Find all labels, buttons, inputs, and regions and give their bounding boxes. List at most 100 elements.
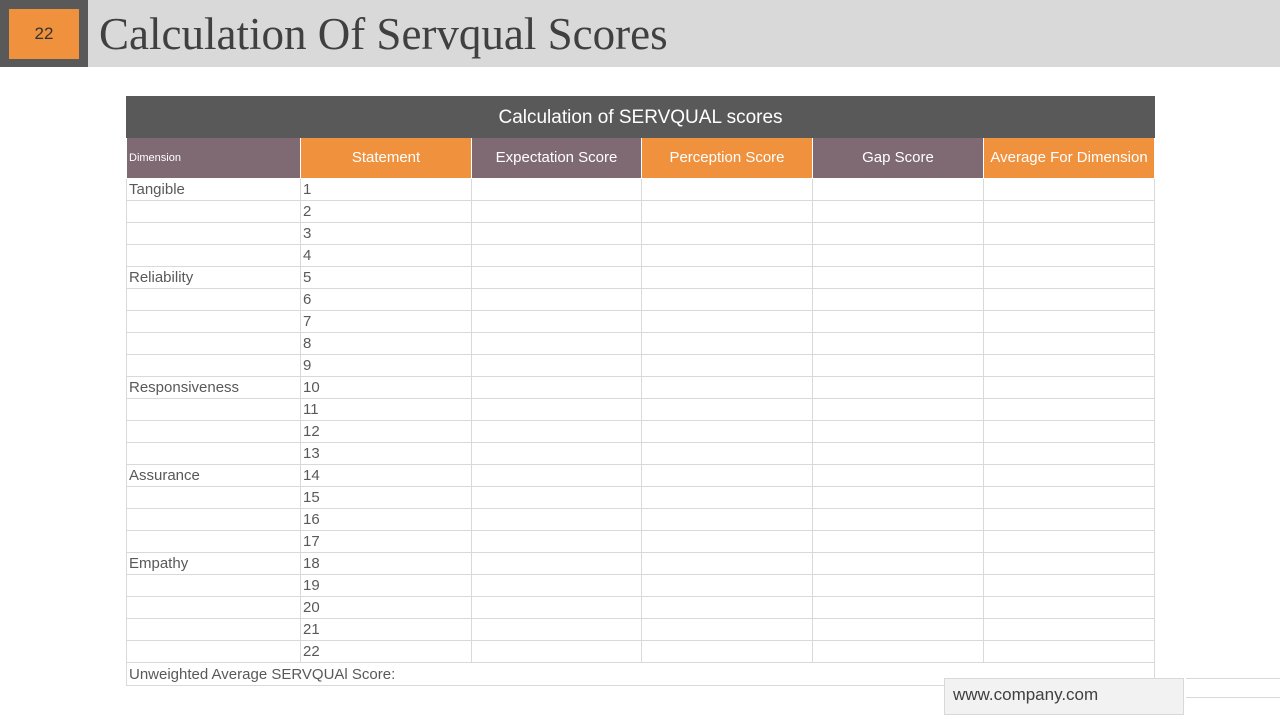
statement-cell: 5 [300, 266, 472, 289]
table-row: 3 [126, 222, 1156, 245]
gap-score-cell [812, 618, 984, 641]
gap-score-cell [812, 310, 984, 333]
average-for-dimension-cell [982, 508, 1156, 531]
average-for-dimension-cell [982, 464, 1156, 487]
perception-score-cell [641, 442, 813, 465]
perception-score-cell [641, 574, 813, 597]
statement-cell: 12 [300, 420, 472, 443]
expectation-score-cell [471, 310, 642, 333]
expectation-score-cell [471, 244, 642, 267]
dimension-cell: Responsiveness [126, 376, 301, 399]
expectation-score-cell [471, 288, 642, 311]
perception-score-cell [641, 596, 813, 619]
average-for-dimension-cell [982, 640, 1156, 663]
gap-score-cell [812, 288, 984, 311]
statement-cell: 21 [300, 618, 472, 641]
average-for-dimension-cell [982, 574, 1156, 597]
page-title: Calculation Of Servqual Scores [99, 9, 668, 59]
gap-score-cell [812, 508, 984, 531]
table-row: 15 [126, 486, 1156, 509]
title-bar [0, 0, 1280, 67]
header-gap-score: Gap Score [812, 137, 984, 179]
expectation-score-cell [471, 530, 642, 553]
table-row: 20 [126, 596, 1156, 619]
statement-cell: 17 [300, 530, 472, 553]
expectation-score-cell [471, 376, 642, 399]
perception-score-cell [641, 266, 813, 289]
footer-divider [1186, 678, 1280, 679]
perception-score-cell [641, 310, 813, 333]
statement-cell: 20 [300, 596, 472, 619]
statement-cell: 22 [300, 640, 472, 663]
expectation-score-cell [471, 266, 642, 289]
expectation-score-cell [471, 508, 642, 531]
expectation-score-cell [471, 596, 642, 619]
average-for-dimension-cell [982, 596, 1156, 619]
dimension-cell [126, 332, 301, 355]
perception-score-cell [641, 244, 813, 267]
table-row: 9 [126, 354, 1156, 377]
gap-score-cell [812, 442, 984, 465]
dimension-cell [126, 288, 301, 311]
dimension-cell [126, 442, 301, 465]
dimension-cell [126, 354, 301, 377]
dimension-cell [126, 398, 301, 421]
expectation-score-cell [471, 332, 642, 355]
perception-score-cell [641, 398, 813, 421]
gap-score-cell [812, 332, 984, 355]
table-row: 11 [126, 398, 1156, 421]
table-row: Empathy 18 [126, 552, 1156, 575]
expectation-score-cell [471, 200, 642, 223]
table-row: Tangible 1 [126, 178, 1156, 201]
perception-score-cell [641, 486, 813, 509]
table-row: Assurance 14 [126, 464, 1156, 487]
footer-divider [1186, 697, 1280, 698]
average-for-dimension-cell [982, 442, 1156, 465]
gap-score-cell [812, 530, 984, 553]
gap-score-cell [812, 464, 984, 487]
average-for-dimension-cell [982, 530, 1156, 553]
table-row: 2 [126, 200, 1156, 223]
statement-cell: 18 [300, 552, 472, 575]
table-row: 22 [126, 640, 1156, 663]
expectation-score-cell [471, 574, 642, 597]
statement-cell: 8 [300, 332, 472, 355]
statement-cell: 1 [300, 178, 472, 201]
table-row: Responsiveness 10 [126, 376, 1156, 399]
expectation-score-cell [471, 398, 642, 421]
statement-cell: 2 [300, 200, 472, 223]
average-for-dimension-cell [982, 332, 1156, 355]
dimension-cell [126, 420, 301, 443]
table-row: 7 [126, 310, 1156, 333]
average-for-dimension-cell [982, 420, 1156, 443]
perception-score-cell [641, 530, 813, 553]
statement-cell: 4 [300, 244, 472, 267]
perception-score-cell [641, 464, 813, 487]
perception-score-cell [641, 618, 813, 641]
perception-score-cell [641, 552, 813, 575]
statement-cell: 11 [300, 398, 472, 421]
gap-score-cell [812, 420, 984, 443]
gap-score-cell [812, 244, 984, 267]
expectation-score-cell [471, 618, 642, 641]
dimension-cell [126, 222, 301, 245]
dimension-cell [126, 200, 301, 223]
gap-score-cell [812, 552, 984, 575]
perception-score-cell [641, 200, 813, 223]
header-perception-score: Perception Score [641, 137, 813, 179]
gap-score-cell [812, 266, 984, 289]
expectation-score-cell [471, 486, 642, 509]
gap-score-cell [812, 574, 984, 597]
gap-score-cell [812, 178, 984, 201]
average-for-dimension-cell [982, 486, 1156, 509]
statement-cell: 16 [300, 508, 472, 531]
table-caption: Calculation of SERVQUAL scores [125, 96, 1156, 138]
statement-cell: 14 [300, 464, 472, 487]
expectation-score-cell [471, 420, 642, 443]
header-expectation-score: Expectation Score [471, 137, 642, 179]
statement-cell: 13 [300, 442, 472, 465]
perception-score-cell [641, 178, 813, 201]
expectation-score-cell [471, 222, 642, 245]
expectation-score-cell [471, 640, 642, 663]
gap-score-cell [812, 398, 984, 421]
